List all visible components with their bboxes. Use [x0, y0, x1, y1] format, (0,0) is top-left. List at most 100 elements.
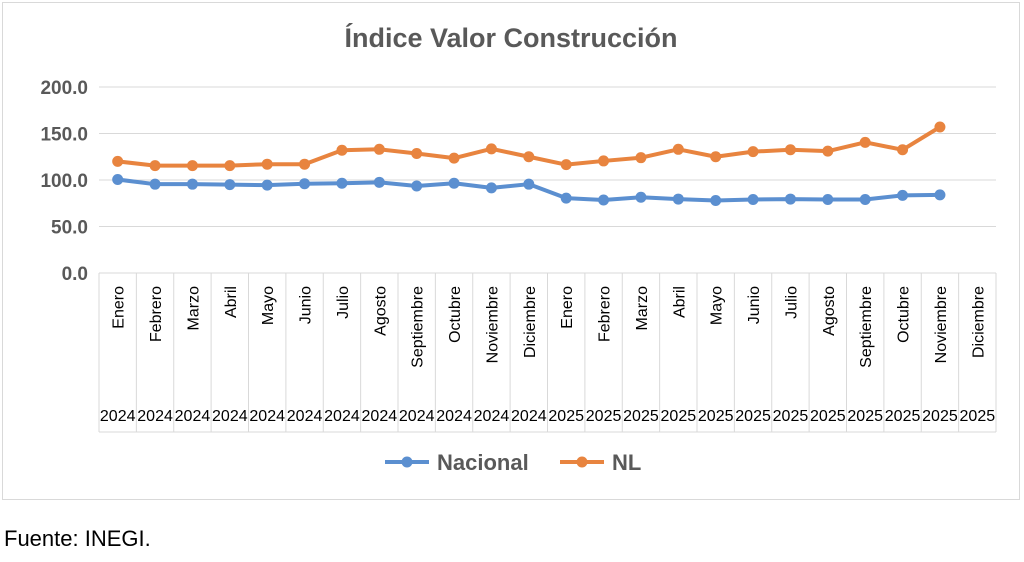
x-tick-label-month: Julio [783, 286, 800, 319]
y-tick-label: 50.0 [51, 218, 88, 239]
x-tick-label-year: 2024 [436, 408, 472, 425]
chart-title: Índice Valor Construcción [344, 22, 677, 53]
x-tick-label-year: 2024 [175, 408, 211, 425]
x-tick-label-month: Noviembre [933, 286, 950, 363]
data-point-nl [186, 160, 198, 172]
data-point-nacional [112, 174, 124, 186]
data-point-nacional [934, 189, 946, 201]
data-point-nl [261, 158, 273, 170]
line-chart: Índice Valor Construcción 0.0 50.0 100.0 15… [40, 22, 997, 475]
x-tick-label-year: 2025 [735, 408, 771, 425]
x-tick-label-year: 2025 [847, 408, 883, 425]
data-point-nl [635, 152, 647, 164]
data-point-nacional [485, 182, 497, 194]
data-point-nl [485, 143, 497, 155]
x-tick-label-year: 2025 [922, 408, 958, 425]
data-point-nl [112, 155, 124, 167]
legend-entry-nacional: Nacional [385, 450, 529, 475]
data-point-nacional [336, 177, 348, 189]
x-tick-label-year: 2025 [548, 408, 584, 425]
data-point-nl [747, 146, 759, 158]
data-point-nacional [598, 194, 610, 206]
data-point-nacional [373, 176, 385, 188]
legend-entry-nl: NL [560, 450, 641, 475]
x-tick-label-year: 2025 [960, 408, 996, 425]
data-point-nacional [224, 179, 236, 191]
data-point-nl [934, 121, 946, 133]
data-point-nacional [149, 178, 161, 190]
data-point-nl [149, 160, 161, 172]
x-tick-label-month: Diciembre [970, 286, 987, 358]
data-point-nacional [897, 189, 909, 201]
data-point-nacional [299, 178, 311, 190]
data-point-nl [523, 151, 535, 163]
data-point-nacional [261, 179, 273, 191]
data-point-nacional [560, 192, 572, 204]
x-tick-label-month: Febrero [148, 286, 165, 342]
x-tick-label-year: 2025 [885, 408, 921, 425]
data-point-nacional [672, 193, 684, 205]
x-tick-label-year: 2024 [399, 408, 435, 425]
legend-label: Nacional [437, 450, 529, 475]
x-tick-label-year: 2024 [137, 408, 173, 425]
x-tick-label-year: 2024 [212, 408, 248, 425]
data-point-nacional [411, 180, 423, 192]
data-point-nl [897, 144, 909, 156]
legend-swatch-marker [576, 456, 588, 468]
x-tick-label-month: Marzo [185, 286, 202, 331]
data-point-nl [710, 151, 722, 163]
x-tick-label-year: 2025 [661, 408, 697, 425]
x-tick-label-month: Mayo [260, 286, 277, 325]
x-tick-label-month: Agosto [821, 286, 838, 336]
x-tick-label-month: Abril [223, 286, 240, 318]
data-point-nl [859, 136, 871, 148]
data-point-nacional [784, 193, 796, 205]
data-point-nl [822, 145, 834, 157]
x-tick-label-month: Julio [335, 286, 352, 319]
data-point-nl [224, 160, 236, 172]
data-point-nacional [859, 194, 871, 206]
data-point-nl [373, 143, 385, 155]
x-tick-label-month: Octubre [896, 286, 913, 343]
legend-swatch-marker [401, 456, 413, 468]
data-point-nl [299, 158, 311, 170]
x-tick-label-year: 2025 [586, 408, 622, 425]
data-point-nacional [747, 194, 759, 206]
data-point-nacional [448, 177, 460, 189]
data-point-nl [560, 159, 572, 171]
chart-frame [2, 2, 1020, 500]
data-point-nacional [710, 194, 722, 206]
data-point-nacional [635, 191, 647, 203]
data-point-nl [784, 144, 796, 156]
data-point-nacional [186, 178, 198, 190]
data-point-nl [672, 143, 684, 155]
x-tick-label-month: Enero [111, 286, 128, 329]
x-tick-label-year: 2025 [698, 408, 734, 425]
data-point-nacional [523, 178, 535, 190]
legend-label: NL [612, 450, 641, 475]
x-tick-label-month: Mayo [709, 286, 726, 325]
y-tick-label: 100.0 [40, 171, 88, 192]
x-tick-label-year: 2024 [249, 408, 285, 425]
data-point-nacional [822, 194, 834, 206]
x-tick-label-year: 2024 [511, 408, 547, 425]
data-point-nl [336, 144, 348, 156]
source-note: Fuente: INEGI. [4, 526, 151, 551]
x-tick-label-year: 2024 [362, 408, 398, 425]
x-tick-label-year: 2025 [810, 408, 846, 425]
data-point-nl [448, 152, 460, 164]
x-tick-label-year: 2024 [324, 408, 360, 425]
x-tick-label-month: Noviembre [484, 286, 501, 363]
x-tick-label-month: Septiembre [410, 286, 427, 368]
x-tick-label-month: Abril [671, 286, 688, 318]
x-tick-label-month: Septiembre [858, 286, 875, 368]
x-tick-label-month: Junio [746, 286, 763, 324]
data-point-nl [411, 147, 423, 159]
x-tick-label-year: 2024 [474, 408, 510, 425]
x-tick-label-month: Octubre [447, 286, 464, 343]
y-tick-label: 200.0 [40, 78, 88, 99]
y-tick-label: 0.0 [62, 264, 88, 285]
x-tick-label-month: Febrero [597, 286, 614, 342]
x-tick-label-month: Enero [559, 286, 576, 329]
x-tick-label-month: Junio [298, 286, 315, 324]
